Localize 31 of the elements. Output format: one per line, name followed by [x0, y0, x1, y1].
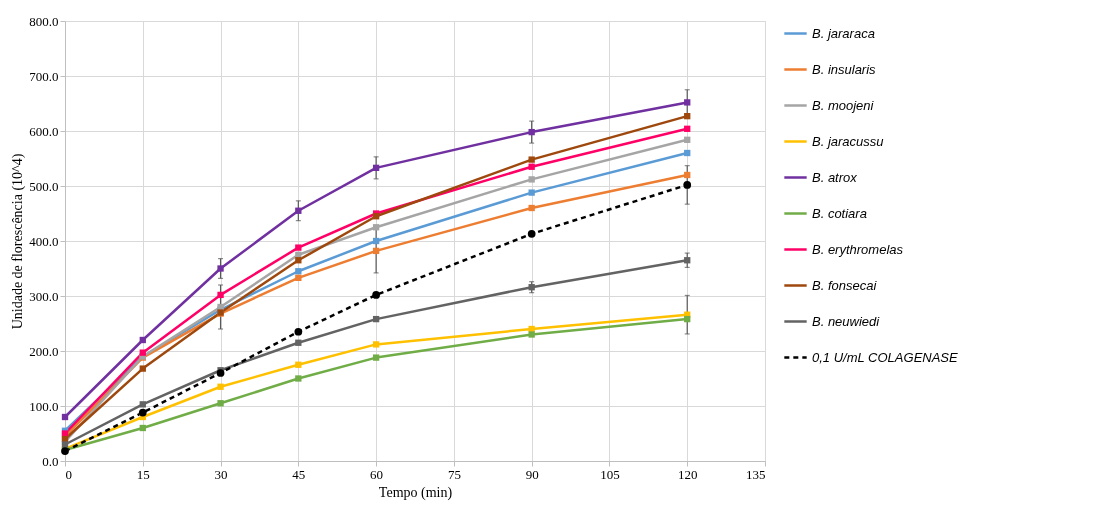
x-tick-label: 90 [525, 466, 539, 482]
x-tick-label: 0 [65, 466, 72, 482]
y-tick-label: 600.0 [29, 123, 59, 139]
y-tick-label: 100.0 [29, 398, 59, 414]
legend-label: B. neuwiedi [812, 313, 881, 329]
y-tick-label: 200.0 [29, 343, 59, 359]
legend-label: B. insularis [812, 61, 877, 77]
y-tick-label: 300.0 [29, 288, 59, 304]
x-tick-label: 120 [677, 466, 698, 482]
legend-label: B. moojeni [812, 97, 875, 113]
legend-label: B. jararaca [812, 25, 875, 41]
legend-label: 0,1 U/mL COLAGENASE [812, 349, 959, 365]
x-tick-label: 30 [214, 466, 228, 482]
y-tick-label: 400.0 [29, 233, 59, 249]
x-tick-label: 105 [600, 466, 620, 482]
y-tick-label: 500.0 [29, 178, 59, 194]
legend-label: B. cotiara [812, 205, 867, 221]
x-tick-label: 135 [746, 466, 766, 482]
y-tick-label: 800.0 [29, 13, 59, 29]
legend-label: B. fonsecai [812, 277, 878, 293]
x-tick-label: 45 [292, 466, 306, 482]
legend-label: B. atrox [812, 169, 858, 185]
legend-label: B. erythromelas [812, 241, 904, 257]
x-tick-label: 15 [136, 466, 150, 482]
x-tick-label: 60 [370, 466, 384, 482]
y-axis-title: Unidade de florescência (10^4) [10, 153, 27, 330]
x-tick-label: 75 [447, 466, 461, 482]
y-tick-label: 700.0 [29, 68, 59, 84]
y-tick-label: 0.0 [42, 453, 59, 469]
legend-label: B. jaracussu [812, 133, 884, 149]
x-axis-title: Tempo (min) [378, 484, 453, 501]
